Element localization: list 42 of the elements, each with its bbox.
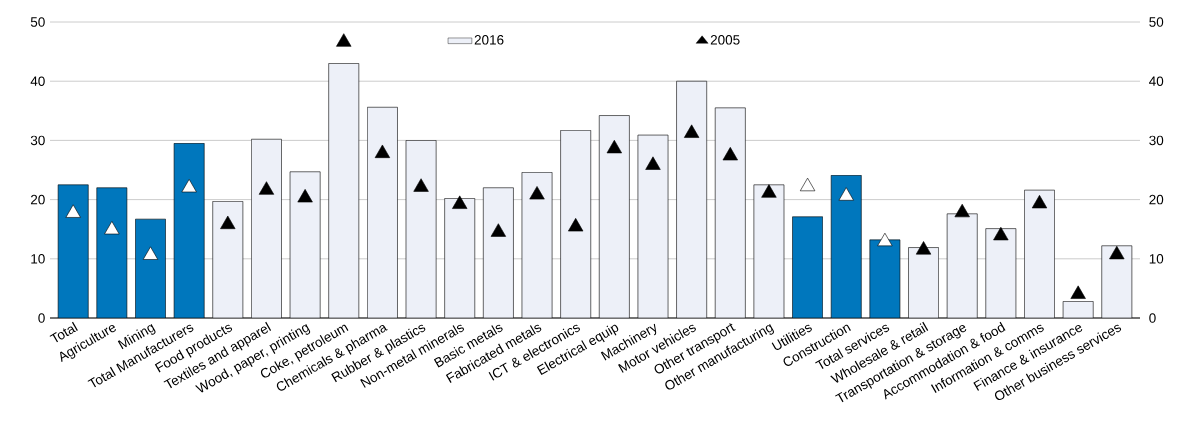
y2-tick-label: 10 bbox=[1149, 254, 1164, 264]
y2-tick-label: 30 bbox=[1149, 135, 1164, 146]
point bbox=[374, 144, 391, 158]
y-tick-label: 10 bbox=[31, 254, 45, 264]
point bbox=[761, 184, 777, 198]
point bbox=[877, 232, 893, 247]
point bbox=[452, 195, 468, 209]
point bbox=[993, 226, 1009, 241]
legend-label: 2016 bbox=[474, 35, 504, 45]
point bbox=[684, 124, 700, 138]
point bbox=[529, 186, 545, 200]
point bbox=[799, 177, 816, 192]
point bbox=[413, 178, 429, 192]
point bbox=[297, 189, 313, 203]
y2-tick-label: 0 bbox=[1149, 313, 1156, 323]
point bbox=[1070, 285, 1086, 299]
point bbox=[645, 156, 661, 170]
point bbox=[142, 246, 159, 260]
y2-tick-label: 40 bbox=[1149, 76, 1164, 86]
point bbox=[954, 203, 970, 218]
y-tick-label: 0 bbox=[38, 313, 45, 323]
point bbox=[220, 215, 236, 229]
point bbox=[336, 33, 352, 47]
point bbox=[104, 221, 120, 235]
point bbox=[838, 187, 854, 201]
point bbox=[606, 139, 622, 154]
point bbox=[258, 181, 275, 195]
point bbox=[722, 147, 738, 161]
point bbox=[1109, 245, 1125, 260]
point bbox=[915, 241, 932, 255]
point bbox=[490, 223, 506, 237]
point bbox=[568, 218, 584, 232]
point bbox=[65, 204, 81, 218]
y-tick-label: 30 bbox=[30, 135, 45, 146]
y-tick-label: 20 bbox=[30, 194, 45, 205]
legend-label: 2005 bbox=[710, 35, 740, 45]
y2-tick-label: 20 bbox=[1149, 194, 1164, 205]
y-tick-label: 50 bbox=[30, 17, 45, 27]
y2-tick-label: 50 bbox=[1149, 17, 1164, 27]
point bbox=[1031, 194, 1048, 209]
point bbox=[181, 178, 197, 193]
y-tick-label: 40 bbox=[30, 76, 45, 86]
